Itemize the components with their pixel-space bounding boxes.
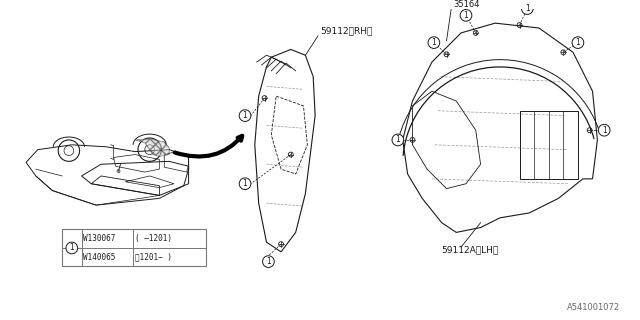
FancyArrowPatch shape bbox=[175, 136, 242, 156]
Circle shape bbox=[572, 37, 584, 48]
Circle shape bbox=[66, 242, 77, 254]
Text: 1: 1 bbox=[243, 111, 248, 120]
Text: 35164: 35164 bbox=[453, 0, 480, 9]
Text: 1: 1 bbox=[69, 244, 74, 252]
Text: 1: 1 bbox=[463, 11, 468, 20]
Text: 59112〈RH〉: 59112〈RH〉 bbox=[320, 26, 372, 35]
Circle shape bbox=[262, 256, 275, 268]
Text: ( ‒1201): ( ‒1201) bbox=[135, 234, 172, 243]
Text: ㈁1201− ): ㈁1201− ) bbox=[135, 253, 172, 262]
Text: 1: 1 bbox=[243, 179, 248, 188]
Circle shape bbox=[239, 110, 251, 122]
Circle shape bbox=[598, 124, 610, 136]
Text: 1: 1 bbox=[525, 4, 530, 13]
Text: 59112A〈LH〉: 59112A〈LH〉 bbox=[442, 245, 499, 254]
Polygon shape bbox=[135, 139, 169, 156]
Text: 1: 1 bbox=[266, 257, 271, 266]
Text: W130067: W130067 bbox=[83, 234, 116, 243]
Text: W140065: W140065 bbox=[83, 253, 116, 262]
Text: 1: 1 bbox=[602, 126, 607, 135]
Text: A541001072: A541001072 bbox=[566, 303, 620, 312]
Circle shape bbox=[392, 134, 404, 146]
Circle shape bbox=[239, 178, 251, 189]
Text: 1: 1 bbox=[431, 38, 436, 47]
Circle shape bbox=[460, 10, 472, 21]
Text: 1: 1 bbox=[575, 38, 580, 47]
Text: 1: 1 bbox=[396, 135, 400, 144]
Circle shape bbox=[522, 3, 533, 14]
Circle shape bbox=[428, 37, 440, 48]
